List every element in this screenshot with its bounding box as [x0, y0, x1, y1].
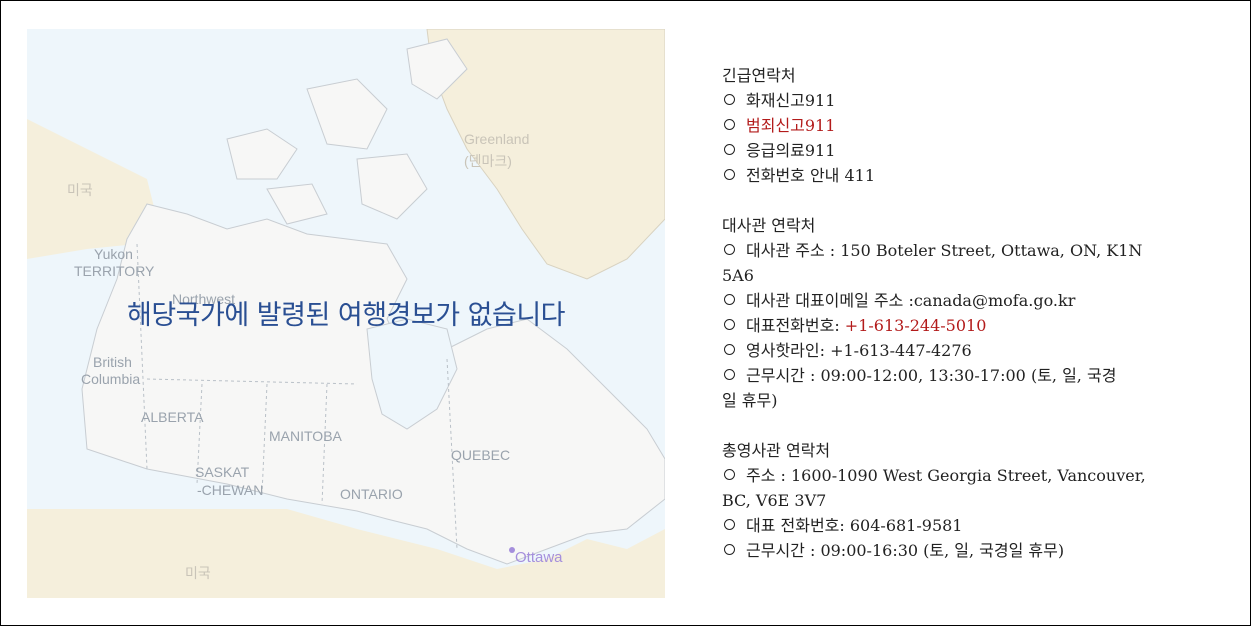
- circle-bullet-icon: [722, 313, 746, 338]
- circle-bullet-icon: [722, 163, 746, 188]
- label-yukon: Yukon: [94, 246, 133, 262]
- label-british: British: [93, 354, 132, 370]
- contact-info: 긴급연락처 화재신고911 범죄신고911 응급의료911 전화번호 안내 41…: [722, 63, 1202, 588]
- circle-bullet-icon: [722, 138, 746, 163]
- emergency-contacts: 긴급연락처 화재신고911 범죄신고911 응급의료911 전화번호 안내 41…: [722, 63, 1202, 188]
- embassy-contacts: 대사관 연락처 대사관 주소 : 150 Boteler Street, Ott…: [722, 213, 1202, 413]
- emergency-item-fire: 화재신고911: [722, 88, 1202, 113]
- consulate-address-cont: BC, V6E 3V7: [722, 491, 827, 510]
- consulate-phone: 대표 전화번호: 604-681-9581: [722, 513, 1202, 538]
- canada-map: Greenland (덴마크) 미국 Yukon TERRITORY North…: [27, 29, 665, 598]
- circle-bullet-icon: [722, 513, 746, 538]
- emergency-item-medical: 응급의료911: [722, 138, 1202, 163]
- label-ontario: ONTARIO: [340, 486, 403, 502]
- embassy-address: 대사관 주소 : 150 Boteler Street, Ottawa, ON,…: [722, 238, 1202, 263]
- circle-bullet-icon: [722, 238, 746, 263]
- embassy-address-cont: 5A6: [722, 266, 754, 285]
- label-manitoba: MANITOBA: [269, 428, 342, 444]
- emergency-item-crime: 범죄신고911: [722, 113, 1202, 138]
- circle-bullet-icon: [722, 288, 746, 313]
- label-alberta: ALBERTA: [141, 409, 204, 425]
- label-columbia: Columbia: [81, 371, 141, 387]
- circle-bullet-icon: [722, 88, 746, 113]
- embassy-title: 대사관 연락처: [722, 216, 816, 235]
- consulate-address: 주소 : 1600-1090 West Georgia Street, Vanc…: [722, 463, 1202, 488]
- consulate-hours: 근무시간 : 09:00-16:30 (토, 일, 국경일 휴무): [722, 538, 1202, 563]
- circle-bullet-icon: [722, 113, 746, 138]
- circle-bullet-icon: [722, 363, 746, 388]
- consulate-contacts: 총영사관 연락처 주소 : 1600-1090 West Georgia Str…: [722, 438, 1202, 563]
- circle-bullet-icon: [722, 463, 746, 488]
- no-travel-alert-message: 해당국가에 발령된 여행경보가 없습니다: [126, 300, 566, 331]
- label-yukon-territory: TERRITORY: [74, 263, 155, 279]
- embassy-hours: 근무시간 : 09:00-12:00, 13:30-17:00 (토, 일, 국…: [722, 363, 1202, 388]
- label-saskat: SASKAT: [195, 464, 250, 480]
- label-greenland-ko: (덴마크): [464, 153, 512, 169]
- label-chewan: -CHEWAN: [197, 482, 264, 498]
- embassy-hotline: 영사핫라인: +1-613-447-4276: [722, 338, 1202, 363]
- map-graphic: [27, 29, 665, 598]
- label-usa-top: 미국: [67, 182, 93, 198]
- label-quebec: QUEBEC: [451, 447, 511, 463]
- emergency-item-directory: 전화번호 안내 411: [722, 163, 1202, 188]
- consulate-title: 총영사관 연락처: [722, 441, 831, 460]
- embassy-phone-number[interactable]: +1-613-244-5010: [844, 316, 987, 335]
- emergency-title: 긴급연락처: [722, 66, 796, 85]
- embassy-hours-cont: 일 휴무): [722, 391, 778, 410]
- label-ottawa: Ottawa: [515, 549, 563, 566]
- circle-bullet-icon: [722, 338, 746, 363]
- circle-bullet-icon: [722, 538, 746, 563]
- embassy-email: 대사관 대표이메일 주소 :canada@mofa.go.kr: [722, 288, 1202, 313]
- embassy-phone: 대표전화번호: +1-613-244-5010: [722, 313, 1202, 338]
- label-greenland: Greenland: [464, 131, 530, 147]
- label-usa-bottom: 미국: [185, 565, 211, 581]
- label-northwest: Northwest: [172, 291, 236, 307]
